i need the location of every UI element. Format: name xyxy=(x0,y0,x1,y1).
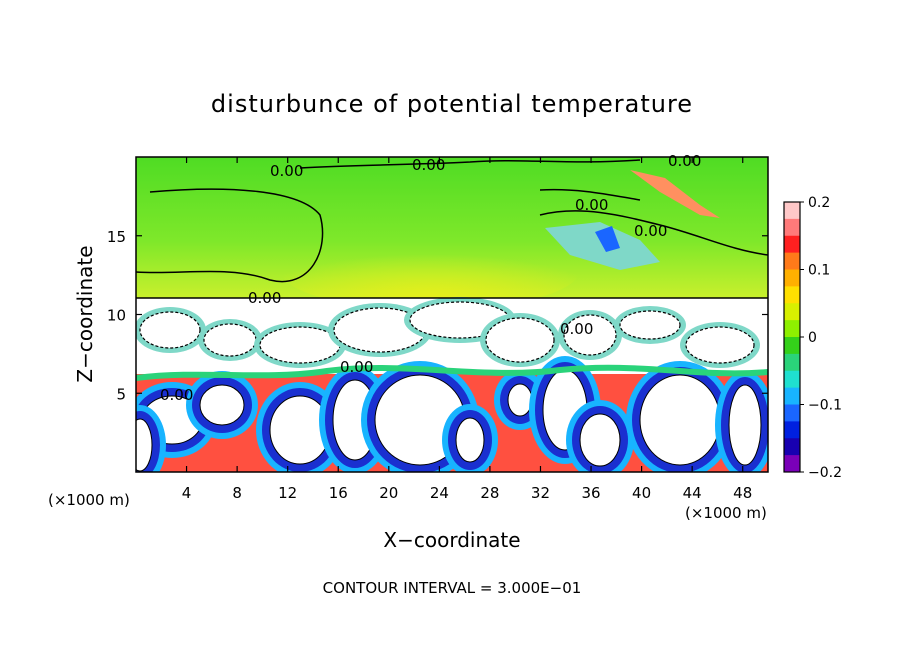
colorbar-tick-label: −0.1 xyxy=(808,398,842,414)
colorbar-segment xyxy=(784,404,800,422)
colorbar-tick-label: 0.1 xyxy=(808,263,830,279)
x-tick-label: 12 xyxy=(278,484,297,502)
colorbar-segment xyxy=(784,252,800,270)
x-tick-label: 44 xyxy=(683,484,702,502)
eddy-core xyxy=(199,384,245,426)
colorbar-segment xyxy=(784,286,800,304)
cool-patch-top-right xyxy=(630,170,720,218)
x-unit-right: (×1000 m) xyxy=(685,504,767,522)
colorbar-segment xyxy=(784,421,800,439)
mid-blob-core xyxy=(563,314,617,356)
x-ticks: 4 8 12 16 20 24 28 32 36 40 44 48 xyxy=(182,157,752,502)
x-tick-label: 36 xyxy=(581,484,600,502)
contour-label: 0.00 xyxy=(248,289,281,307)
y-tick-label: 5 xyxy=(116,385,126,403)
colorbar-segment xyxy=(784,370,800,389)
contour-label: 0.00 xyxy=(270,162,303,180)
mid-blob-core xyxy=(685,326,755,364)
y-axis-label: Z−coordinate xyxy=(73,245,97,382)
colorbar-segment xyxy=(784,438,800,456)
contour-label: 0.00 xyxy=(560,320,593,338)
colorbar-tick-label: −0.2 xyxy=(808,465,842,481)
colorbar-tick-label: 0 xyxy=(808,330,817,346)
warm-core xyxy=(280,230,580,310)
x-tick-label: 24 xyxy=(430,484,449,502)
x-unit-left: (×1000 m) xyxy=(48,491,130,509)
x-tick-label: 16 xyxy=(329,484,348,502)
eddy-core xyxy=(728,384,762,466)
colorbar-segment xyxy=(784,387,800,405)
mid-blob-core xyxy=(619,310,681,340)
eddy-core xyxy=(639,374,721,466)
colorbar-segment xyxy=(784,235,800,254)
x-tick-label: 32 xyxy=(531,484,550,502)
mid-blob-core xyxy=(485,317,555,363)
green-band xyxy=(136,364,768,381)
contour-line-2 xyxy=(299,159,641,169)
y-tick-label: 15 xyxy=(107,228,126,246)
x-tick-label: 4 xyxy=(182,484,192,502)
contour-labels: 0.00 0.00 0.00 0.00 0.00 0.00 0.00 0.00 … xyxy=(160,152,701,404)
mid-blob-group xyxy=(136,297,760,368)
eddy-group xyxy=(136,356,768,472)
x-tick-label: 8 xyxy=(232,484,242,502)
colorbar-segment xyxy=(784,202,800,220)
eddy-core xyxy=(507,383,533,417)
colorbar-segment xyxy=(784,337,800,355)
eddy-core xyxy=(136,418,153,472)
contour-label: 0.00 xyxy=(634,222,667,240)
colorbar xyxy=(783,201,801,473)
contour-line-1 xyxy=(136,188,324,283)
x-tick-label: 28 xyxy=(480,484,499,502)
eddy-core xyxy=(455,417,485,463)
y-tick-label: 10 xyxy=(107,307,126,325)
eddy-core xyxy=(579,413,621,467)
colorbar-segment xyxy=(784,303,800,321)
contour-label: 0.00 xyxy=(160,386,193,404)
mid-blob-core xyxy=(139,311,201,349)
contour-label: 0.00 xyxy=(575,196,608,214)
colorbar-segment xyxy=(784,455,800,473)
y-ticks: 5 10 15 xyxy=(107,228,768,403)
chart-title: disturbunce of potential temperature xyxy=(211,90,693,118)
contour-label: 0.00 xyxy=(412,156,445,174)
x-axis-label: X−coordinate xyxy=(383,528,520,552)
colorbar-segment xyxy=(784,218,800,237)
mid-blob-core xyxy=(259,326,341,364)
contour-label: 0.00 xyxy=(668,152,701,170)
contour-line-4 xyxy=(539,188,641,201)
plot-area xyxy=(136,157,768,472)
x-tick-label: 20 xyxy=(379,484,398,502)
blue-patch xyxy=(595,226,620,252)
cool-patch-right xyxy=(545,222,660,270)
colorbar-segment xyxy=(784,269,800,287)
colorbar-segment xyxy=(784,353,800,372)
x-tick-label: 40 xyxy=(632,484,651,502)
colorbar-segment xyxy=(784,320,800,338)
contour-interval-note: CONTOUR INTERVAL = 3.000E−01 xyxy=(323,579,582,597)
colorbar-ticks: 0.2 0.1 0 −0.1 −0.2 xyxy=(800,195,842,481)
contour-label: 0.00 xyxy=(340,358,373,376)
contour-line-3 xyxy=(539,210,768,256)
x-tick-label: 48 xyxy=(733,484,752,502)
colorbar-tick-label: 0.2 xyxy=(808,195,830,211)
mid-blob-core xyxy=(203,323,257,357)
